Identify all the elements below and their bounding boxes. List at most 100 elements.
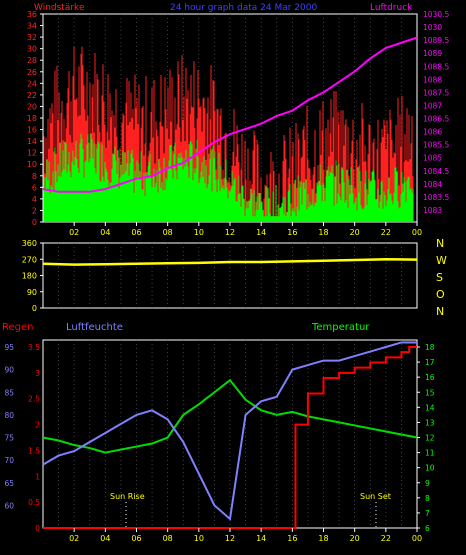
wind-tick-label: 18 (27, 114, 37, 123)
rain-tick-label: 3 (35, 369, 40, 378)
rain-tick-label: 0.5 (28, 498, 40, 507)
humidity-tick-label: 65 (4, 479, 14, 488)
humidity-tick-label: 95 (4, 343, 14, 352)
pressure-tick-label: 1086 (423, 128, 442, 137)
x-tick-label: 16 (287, 534, 297, 543)
temperature-tick-label: 8 (425, 494, 430, 503)
wind-tick-label: 24 (27, 79, 37, 88)
humidity-title: Luftfeuchte (66, 322, 123, 333)
compass-letter: N (436, 305, 444, 318)
x-tick-label: 22 (381, 534, 391, 543)
wind-tick-label: 34 (27, 22, 37, 31)
direction-tick-label: 0 (32, 304, 37, 313)
pressure-tick-label: 1030 (423, 23, 442, 32)
wind-title: Windstärke (34, 3, 85, 13)
temperature-line (42, 378, 418, 454)
panel3-grid (58, 340, 402, 528)
wind-tick-label: 22 (27, 91, 37, 100)
humidity-tick-label: 80 (4, 411, 14, 420)
temperature-tick-label: 17 (425, 358, 435, 367)
x-tick-label: 14 (256, 534, 266, 543)
temperature-tick-label: 15 (425, 388, 435, 397)
direction-tick-label: 270 (22, 255, 37, 264)
x-tick-label: 12 (225, 534, 235, 543)
temperature-tick-label: 18 (425, 343, 435, 352)
panel2-grid (58, 243, 402, 308)
wind-tick-label: 16 (27, 126, 37, 135)
x-tick-label: 06 (131, 228, 141, 237)
pressure-tick-label: 1030.5 (423, 10, 449, 19)
chart-title: 24 hour graph data 24 Mar 2000 (170, 3, 317, 13)
wind-tick-label: 26 (27, 68, 37, 77)
direction-tick-label: 90 (27, 288, 37, 297)
pressure-tick-label: 1085.5 (423, 141, 449, 150)
rain-tick-label: 3.5 (28, 343, 40, 352)
rain-tick-label: 1 (35, 472, 40, 481)
pressure-line (42, 36, 418, 193)
x-tick-label: 04 (100, 228, 110, 237)
wind-tick-label: 20 (27, 102, 37, 111)
humidity-tick-label: 70 (4, 456, 14, 465)
humidity-tick-label: 75 (4, 434, 14, 443)
panel3-x-ticks: 02 04 06 08 10 12 14 16 18 20 22 00 (69, 528, 422, 543)
humidity-tick-label: 85 (4, 388, 14, 397)
humidity-tick-label: 90 (4, 366, 14, 375)
pressure-title: Luftdruck (370, 3, 413, 13)
pressure-tick-label: 1086.5 (423, 115, 449, 124)
compass-letter: O (436, 288, 445, 301)
pressure-tick-label: 1089 (423, 49, 442, 58)
temperature-tick-label: 10 (425, 464, 435, 473)
x-tick-label: 08 (163, 228, 173, 237)
x-tick-label: 06 (131, 534, 141, 543)
direction-line (42, 257, 418, 266)
wind-tick-label: 14 (27, 137, 37, 146)
panel1-x-ticks: 02 04 06 08 10 12 14 16 18 20 22 00 (69, 222, 422, 237)
x-tick-label: 08 (163, 534, 173, 543)
x-tick-label: 22 (381, 228, 391, 237)
rain-axis-ticks: 0 0.5 1 1.5 2 2.5 3 3.5 (28, 343, 40, 533)
compass-letter: S (436, 271, 443, 284)
x-tick-label: 16 (287, 228, 297, 237)
pressure-tick-label: 1085 (423, 154, 442, 163)
temperature-title: Temperatur (311, 322, 370, 333)
rain-line (43, 346, 417, 529)
wind-tick-label: 28 (27, 56, 37, 65)
pressure-tick-label: 1088.5 (423, 62, 449, 71)
temperature-tick-label: 6 (425, 524, 430, 533)
wind-tick-label: 4 (32, 195, 37, 204)
wind-tick-label: 12 (27, 149, 37, 158)
wind-tick-label: 2 (32, 206, 37, 215)
pressure-tick-label: 1083.5 (423, 193, 449, 202)
x-tick-label: 14 (256, 228, 266, 237)
temperature-tick-label: 13 (425, 418, 435, 427)
wind-tick-label: 6 (32, 183, 37, 192)
humidity-line (42, 341, 417, 521)
pressure-tick-label: 1084.5 (423, 167, 449, 176)
temperature-tick-label: 16 (425, 373, 435, 382)
x-tick-label: 18 (318, 228, 328, 237)
wind-tick-label: 8 (32, 172, 37, 181)
sunrise-label: Sun Rise (110, 492, 145, 501)
humidity-axis-ticks: 60 65 70 75 80 85 90 95 (4, 343, 14, 510)
humidity-tick-label: 60 (4, 501, 14, 510)
wind-tick-label: 0 (32, 218, 37, 227)
wind-tick-label: 32 (27, 33, 37, 42)
direction-tick-label: 360 (22, 239, 37, 248)
temperature-tick-label: 14 (425, 403, 435, 412)
rain-tick-label: 2 (35, 421, 40, 430)
temperature-tick-label: 11 (425, 449, 435, 458)
wind-tick-label: 30 (27, 45, 37, 54)
wind-tick-label: 36 (27, 10, 37, 19)
pressure-tick-label: 1089.5 (423, 36, 449, 45)
temperature-tick-label: 9 (425, 479, 430, 488)
x-tick-label: 00 (412, 228, 422, 237)
pressure-axis-ticks: 1083 1083.5 1084 1084.5 1085 1085.5 1086 1086.5… (423, 10, 449, 215)
x-tick-label: 02 (69, 228, 79, 237)
wind-tick-label: 10 (27, 160, 37, 169)
x-tick-label: 20 (350, 534, 360, 543)
rain-title: Regen (2, 322, 34, 333)
